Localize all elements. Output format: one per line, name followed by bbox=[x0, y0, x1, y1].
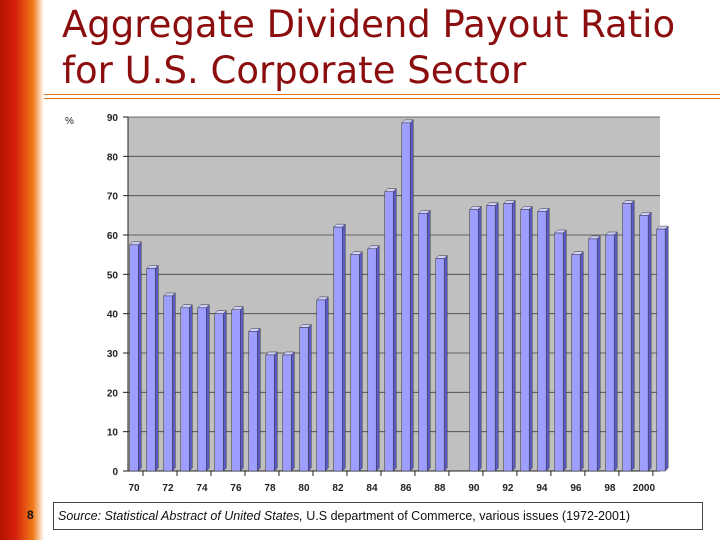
bar-1977 bbox=[248, 327, 261, 472]
x-tick-label: 78 bbox=[264, 483, 276, 494]
y-tick-label: 70 bbox=[107, 192, 119, 203]
x-tick-label: 84 bbox=[366, 483, 378, 494]
y-tick-label: 30 bbox=[107, 349, 119, 360]
page-number: 8 bbox=[27, 508, 34, 522]
y-tick-label: 20 bbox=[107, 388, 119, 399]
source-note: Source: Statistical Abstract of United S… bbox=[53, 502, 703, 530]
bar-1978 bbox=[265, 351, 278, 472]
y-tick-label: 90 bbox=[107, 113, 119, 124]
y-tick-label: 60 bbox=[107, 231, 119, 242]
y-tick-label: 50 bbox=[107, 270, 119, 281]
x-tick-label: 98 bbox=[604, 483, 616, 494]
y-tick-label: 40 bbox=[107, 310, 119, 321]
bar-1990 bbox=[469, 205, 482, 472]
bar-1975 bbox=[214, 310, 227, 472]
bar-1983 bbox=[350, 251, 363, 472]
x-tick-label: 90 bbox=[468, 483, 480, 494]
x-tick-label: 74 bbox=[196, 483, 208, 494]
bar-1992 bbox=[503, 199, 516, 472]
bar-1982 bbox=[333, 223, 346, 472]
title-line-2: for U.S. Corporate Sector bbox=[62, 49, 527, 92]
x-tick-label: 2000 bbox=[633, 483, 656, 494]
bar-1999 bbox=[622, 199, 635, 472]
y-axis-unit: % bbox=[65, 116, 74, 127]
decorative-band bbox=[0, 0, 44, 540]
bar-1984 bbox=[367, 245, 380, 472]
title-rule-top bbox=[44, 94, 720, 95]
bar-1970 bbox=[129, 241, 142, 472]
bar-1981 bbox=[316, 296, 329, 472]
y-tick-label: 10 bbox=[107, 428, 119, 439]
bar-1998 bbox=[605, 231, 618, 472]
bar-1974 bbox=[197, 304, 210, 472]
bar-1976 bbox=[231, 306, 244, 472]
bar-1988 bbox=[435, 254, 448, 472]
bar-1996 bbox=[571, 251, 584, 472]
bar-1997 bbox=[588, 235, 601, 472]
bar-2001 bbox=[656, 225, 669, 472]
bar-1979 bbox=[282, 351, 295, 472]
x-tick-label: 72 bbox=[162, 483, 174, 494]
source-rest: U.S department of Commerce, various issu… bbox=[302, 509, 631, 523]
title-rule-bottom bbox=[44, 98, 720, 99]
x-tick-label: 82 bbox=[332, 483, 344, 494]
x-tick-label: 96 bbox=[570, 483, 582, 494]
x-tick-label: 92 bbox=[502, 483, 514, 494]
bar-1972 bbox=[163, 292, 176, 472]
source-prefix: Source: Statistical Abstract of United S… bbox=[58, 509, 303, 523]
bar-1995 bbox=[554, 229, 567, 472]
bar-1991 bbox=[486, 201, 499, 472]
x-tick-label: 94 bbox=[536, 483, 548, 494]
bar-1987 bbox=[418, 209, 431, 472]
bar-1986 bbox=[401, 119, 414, 472]
title-line-1: Aggregate Dividend Payout Ratio bbox=[62, 3, 676, 46]
bar-1973 bbox=[180, 304, 193, 472]
y-tick-label: 80 bbox=[107, 152, 119, 163]
slide-title: Aggregate Dividend Payout Ratio for U.S.… bbox=[62, 2, 682, 94]
bar-1994 bbox=[537, 207, 550, 472]
bar-2000 bbox=[639, 211, 652, 472]
x-tick-label: 88 bbox=[434, 483, 446, 494]
x-tick-label: 76 bbox=[230, 483, 242, 494]
x-tick-label: 86 bbox=[400, 483, 412, 494]
bar-1971 bbox=[146, 264, 159, 472]
bar-1993 bbox=[520, 205, 533, 472]
plot-area bbox=[128, 117, 660, 471]
bar-1980 bbox=[299, 323, 312, 472]
x-tick-label: 80 bbox=[298, 483, 310, 494]
bar-1985 bbox=[384, 188, 397, 472]
x-tick-label: 70 bbox=[128, 483, 140, 494]
y-tick-label: 0 bbox=[112, 467, 118, 478]
